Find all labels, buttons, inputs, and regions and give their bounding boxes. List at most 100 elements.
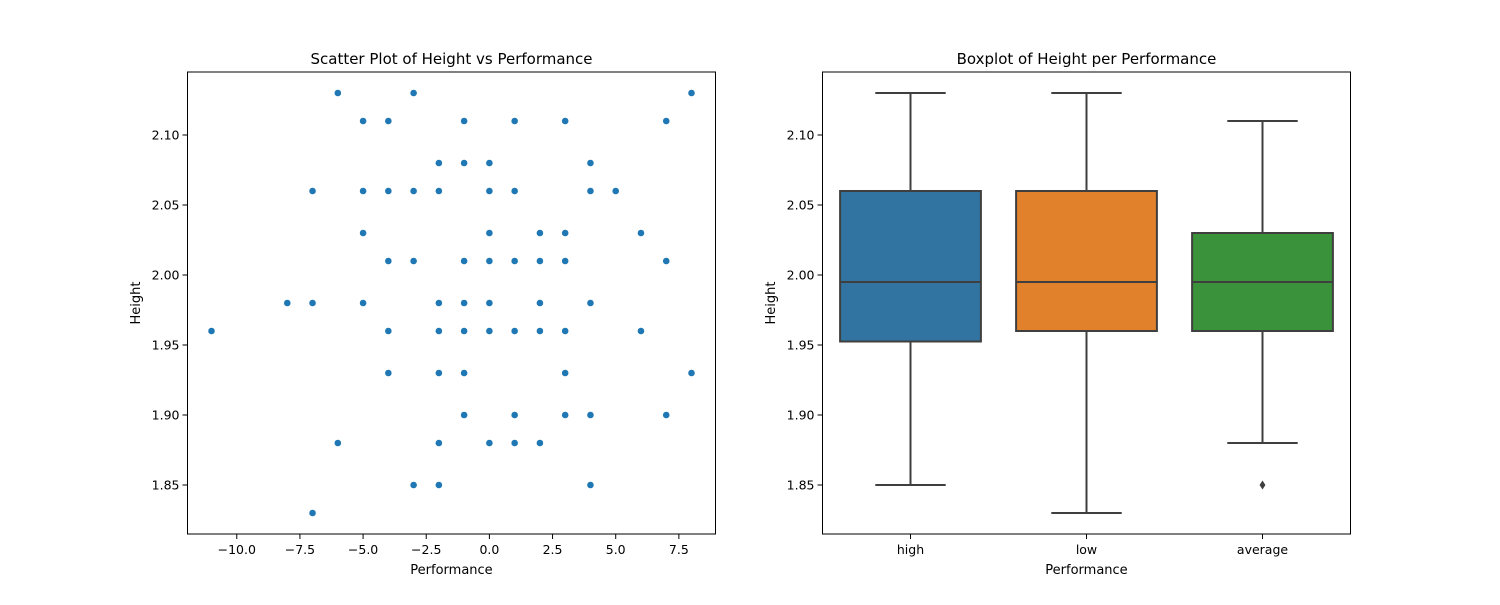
scatter-point bbox=[637, 229, 645, 237]
outlier-point bbox=[1259, 480, 1266, 490]
scatter-point bbox=[434, 327, 443, 335]
scatter-point bbox=[536, 257, 544, 265]
box-high bbox=[839, 92, 982, 486]
scatter-point bbox=[561, 117, 570, 125]
y-tick-label: 2.10 bbox=[787, 128, 815, 143]
scatter-point bbox=[485, 187, 494, 195]
scatter-point bbox=[384, 187, 393, 195]
boxplot-y-axis-ticks: 1.85 1.90 1.95 2.00 2.05 2.10 bbox=[787, 128, 823, 493]
scatter-point bbox=[510, 187, 519, 195]
scatter-title: Scatter Plot of Height vs Performance bbox=[310, 50, 592, 68]
scatter-point bbox=[687, 89, 696, 97]
scatter-point bbox=[409, 257, 418, 265]
y-tick-label: 2.05 bbox=[787, 198, 815, 213]
scatter-point bbox=[485, 439, 494, 447]
scatter-point bbox=[485, 159, 494, 167]
scatter-point bbox=[409, 481, 418, 489]
scatter-point bbox=[536, 439, 544, 447]
scatter-point bbox=[207, 327, 216, 335]
scatter-point bbox=[586, 159, 595, 167]
scatter-y-axis-ticks: 1.85 1.90 1.95 2.00 2.05 2.10 bbox=[152, 128, 188, 493]
scatter-point bbox=[434, 369, 443, 377]
scatter-point bbox=[536, 299, 544, 307]
boxplot-y-axis-label: Height bbox=[764, 282, 779, 325]
boxplot-x-axis-label: Performance bbox=[1045, 563, 1127, 578]
boxplot-title: Boxplot of Height per Performance bbox=[957, 50, 1217, 68]
boxplot-plot-frame bbox=[822, 71, 1351, 535]
scatter-point bbox=[485, 299, 494, 307]
scatter-point bbox=[434, 439, 443, 447]
scatter-point bbox=[561, 229, 570, 237]
scatter-point bbox=[586, 411, 595, 419]
scatter-point bbox=[434, 299, 443, 307]
scatter-point bbox=[485, 229, 494, 237]
scatter-point bbox=[611, 187, 620, 195]
scatter-point bbox=[510, 257, 519, 265]
scatter-point bbox=[561, 327, 570, 335]
scatter-point bbox=[460, 159, 469, 167]
box-average bbox=[1191, 120, 1334, 490]
boxplot-chart: Boxplot of Height per Performance high lo… bbox=[764, 50, 1351, 578]
scatter-point bbox=[460, 257, 469, 265]
y-tick-label: 1.85 bbox=[152, 478, 180, 493]
scatter-point bbox=[662, 117, 671, 125]
scatter-point bbox=[384, 369, 393, 377]
scatter-point bbox=[586, 187, 595, 195]
scatter-point bbox=[460, 369, 469, 377]
scatter-chart: Scatter Plot of Height vs Performance −1… bbox=[129, 50, 716, 578]
scatter-point bbox=[384, 257, 393, 265]
x-tick-label: −2.5 bbox=[411, 542, 441, 557]
box-low bbox=[1015, 92, 1158, 514]
x-tick-label: 5.0 bbox=[606, 542, 626, 557]
scatter-points bbox=[207, 89, 696, 517]
scatter-point bbox=[384, 117, 393, 125]
scatter-point bbox=[333, 89, 342, 97]
scatter-point bbox=[460, 299, 469, 307]
scatter-point bbox=[308, 509, 317, 517]
scatter-point bbox=[586, 299, 595, 307]
scatter-point bbox=[485, 257, 494, 265]
scatter-point bbox=[536, 229, 544, 237]
x-tick-label: 2.5 bbox=[543, 542, 563, 557]
y-tick-label: 1.90 bbox=[787, 408, 815, 423]
scatter-plot-frame bbox=[187, 71, 716, 535]
scatter-point bbox=[308, 187, 317, 195]
y-tick-label: 1.95 bbox=[152, 338, 180, 353]
scatter-point bbox=[536, 327, 544, 335]
scatter-point bbox=[460, 117, 469, 125]
x-tick-label: −5.0 bbox=[348, 542, 378, 557]
y-tick-label: 2.10 bbox=[152, 128, 180, 143]
scatter-point bbox=[485, 327, 494, 335]
scatter-point bbox=[662, 411, 671, 419]
scatter-point bbox=[434, 187, 443, 195]
scatter-point bbox=[510, 327, 519, 335]
boxplot-boxes bbox=[839, 92, 1334, 514]
scatter-point bbox=[460, 327, 469, 335]
x-tick-label: −7.5 bbox=[285, 542, 315, 557]
box-iqr bbox=[839, 190, 982, 343]
scatter-point bbox=[561, 369, 570, 377]
scatter-point bbox=[510, 117, 519, 125]
scatter-x-axis-label: Performance bbox=[410, 563, 492, 578]
scatter-point bbox=[283, 299, 292, 307]
scatter-point bbox=[359, 299, 367, 307]
y-tick-label: 1.90 bbox=[152, 408, 180, 423]
scatter-point bbox=[409, 89, 418, 97]
y-tick-label: 2.00 bbox=[787, 268, 815, 283]
scatter-point bbox=[460, 411, 469, 419]
scatter-point bbox=[409, 187, 418, 195]
box-iqr bbox=[1015, 190, 1158, 332]
scatter-point bbox=[434, 159, 443, 167]
x-tick-label: 7.5 bbox=[669, 542, 689, 557]
x-tick-label: 0.0 bbox=[479, 542, 499, 557]
scatter-point bbox=[434, 481, 443, 489]
y-tick-label: 1.95 bbox=[787, 338, 815, 353]
y-tick-label: 2.00 bbox=[152, 268, 180, 283]
scatter-point bbox=[359, 229, 367, 237]
boxplot-x-axis-ticks: high low average bbox=[897, 534, 1288, 557]
x-tick-label: −10.0 bbox=[218, 542, 256, 557]
x-tick-label: average bbox=[1237, 542, 1288, 557]
y-tick-label: 1.85 bbox=[787, 478, 815, 493]
scatter-point bbox=[586, 481, 595, 489]
